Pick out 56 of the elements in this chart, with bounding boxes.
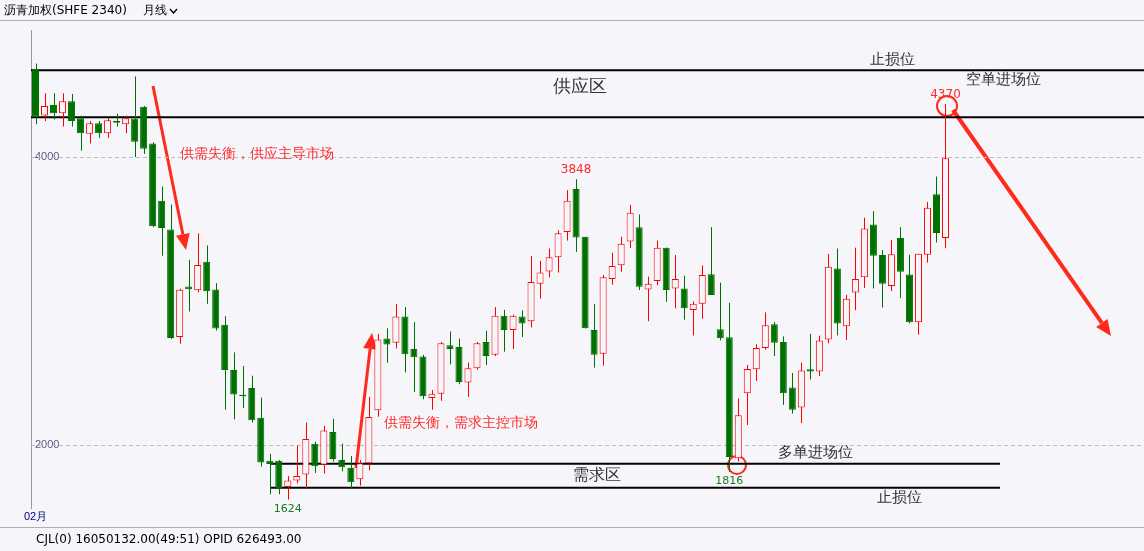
text: CJL(0) 16050132.00(49:51) OPID 626493.00 [0, 527, 1144, 551]
annotation: 供应区 [553, 75, 607, 96]
candlestick [608, 252, 616, 286]
candlestick [230, 351, 238, 420]
candlestick [536, 260, 544, 300]
chart-subtitle: 月线 [142, 3, 167, 17]
candlestick [347, 455, 355, 489]
candlestick [707, 226, 715, 296]
ref-line-label: 止损位 [870, 49, 915, 68]
annotation: 需求区 [573, 465, 621, 484]
candlestick [131, 75, 139, 158]
candlestick [464, 361, 472, 398]
ref-line-label: 空单进场位 [966, 69, 1041, 88]
candlestick [50, 92, 58, 120]
candlestick [293, 444, 301, 484]
annotation: 供需失衡，需求主控市场 [384, 414, 538, 432]
chart-title: 沥青加权(SHFE 2340) [4, 3, 127, 17]
candlestick [311, 441, 319, 474]
candlestick [680, 275, 688, 321]
candlestick [77, 115, 85, 152]
x-tick-label: 02月 [23, 510, 48, 523]
candlestick [761, 311, 769, 351]
candlestick [518, 309, 526, 338]
candlestick [671, 254, 679, 309]
candlestick [473, 341, 481, 371]
candlestick [338, 443, 346, 472]
candlestick [752, 343, 760, 382]
candlestick [482, 330, 490, 366]
annotation: 4370 [930, 87, 961, 102]
candlestick [194, 232, 202, 293]
candlestick [428, 389, 436, 411]
ref-line-label: 多单进场位 [778, 443, 853, 462]
candlestick [554, 229, 562, 274]
annotation: 1624 [273, 501, 302, 515]
candlestick [410, 321, 418, 393]
candlestick [104, 117, 112, 139]
candlestick [59, 92, 67, 128]
candlestick [500, 309, 508, 353]
candlestick [689, 300, 697, 336]
candlestick [509, 314, 517, 350]
candlestick [716, 282, 724, 341]
candlestick [590, 303, 598, 369]
candlestick [356, 459, 364, 487]
candlestick [770, 321, 778, 357]
annotation: 供需失衡，供应主导市场 [180, 145, 334, 163]
candlestick [383, 327, 391, 364]
candlestick [68, 93, 76, 128]
ref-line-label: 止损位 [877, 488, 922, 507]
annotation: 3848 [560, 162, 592, 177]
candlestick [851, 247, 859, 311]
candlestick [743, 364, 751, 426]
candlestick [617, 236, 625, 273]
candlestick [545, 248, 553, 278]
candlestick [446, 330, 454, 365]
annotation: 1816 [715, 474, 744, 488]
candlestick [788, 372, 796, 415]
